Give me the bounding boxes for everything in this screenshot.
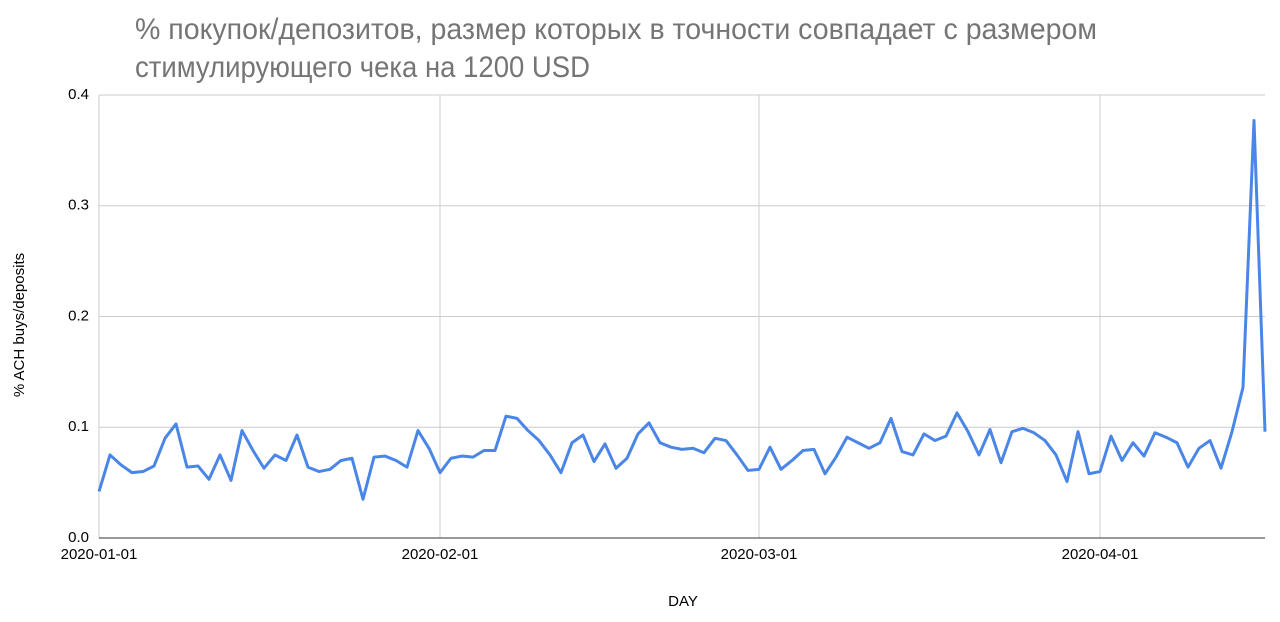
x-axis-label: DAY bbox=[668, 593, 698, 610]
y-tick-label: 0.4 bbox=[68, 86, 89, 103]
x-tick-label: 2020-03-01 bbox=[721, 546, 798, 563]
x-tick-label: 2020-04-01 bbox=[1062, 546, 1139, 563]
y-tick-label: 0.2 bbox=[68, 307, 89, 324]
y-tick-label: 0.3 bbox=[68, 197, 89, 214]
y-tick-label: 0.0 bbox=[68, 529, 89, 546]
x-tick-label: 2020-01-01 bbox=[61, 546, 138, 563]
chart-title: стимулирующего чека на 1200 USD bbox=[135, 51, 590, 84]
chart-title: % покупок/депозитов, размер которых в то… bbox=[135, 13, 1097, 46]
x-tick-label: 2020-02-01 bbox=[402, 546, 479, 563]
y-tick-label: 0.1 bbox=[68, 418, 89, 435]
data-line bbox=[97, 118, 1267, 501]
y-axis-label: % ACH buys/deposits bbox=[11, 253, 28, 397]
